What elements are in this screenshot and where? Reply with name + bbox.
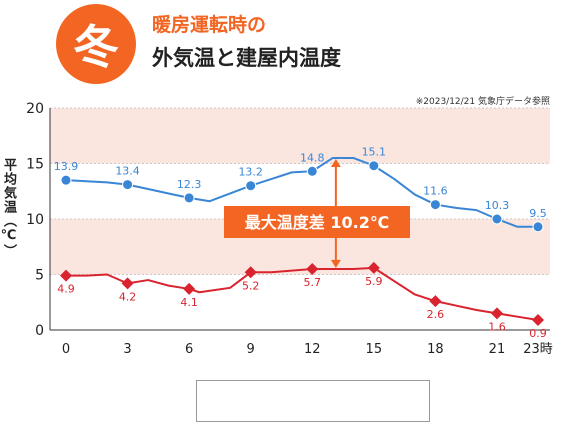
max-difference-label: 最大温度差 10.2℃ [245, 213, 389, 232]
data-point [60, 269, 72, 282]
data-label: 10.3 [485, 199, 510, 212]
data-point [183, 192, 195, 204]
x-tick-label: 0 [62, 342, 70, 357]
x-tick-label: 3 [123, 342, 131, 357]
data-label: 4.9 [57, 283, 75, 296]
max-difference-box [224, 206, 410, 238]
data-point [429, 295, 442, 308]
data-point [532, 221, 544, 233]
x-tick-label: 15 [366, 342, 383, 357]
data-point [121, 277, 134, 290]
data-point [490, 307, 503, 320]
difference-arrow-head-down [330, 259, 341, 268]
data-label: 11.6 [423, 185, 448, 198]
data-label: 4.2 [119, 290, 137, 303]
data-point [122, 179, 134, 191]
data-point [245, 180, 257, 192]
chart-title-line2: 外気温と建屋内温度 [152, 46, 341, 70]
legend [196, 380, 430, 422]
x-tick-label: 9 [247, 342, 255, 357]
data-point [491, 213, 503, 225]
data-label: 4.1 [180, 296, 198, 309]
y-axis-label: 平均気温（℃） [1, 158, 16, 258]
data-point [306, 262, 319, 275]
x-tick-label: 23時 [523, 342, 553, 357]
data-point [368, 160, 380, 172]
data-label: 2.6 [427, 308, 445, 321]
data-point [429, 199, 441, 211]
data-label: 0.9 [529, 327, 547, 340]
y-tick-label: 5 [35, 268, 44, 284]
series-line-outdoor [66, 266, 539, 321]
data-label: 12.3 [177, 178, 202, 191]
data-point [183, 282, 196, 295]
data-point [244, 266, 257, 279]
x-tick-label: 18 [427, 342, 444, 357]
data-point [367, 261, 380, 274]
data-label: 13.2 [238, 166, 263, 179]
data-label: 13.4 [115, 165, 140, 178]
x-tick-label: 21 [489, 342, 506, 357]
data-point [532, 314, 544, 327]
series-line-indoor [65, 156, 538, 228]
x-tick-label: 12 [304, 342, 321, 357]
data-label: 13.9 [54, 160, 79, 173]
band-15-20 [50, 108, 550, 164]
data-label: 9.5 [529, 207, 547, 220]
season-badge-text: 冬 [73, 20, 119, 74]
season-badge: 冬 [56, 4, 136, 84]
data-label: 5.9 [365, 275, 383, 288]
y-tick-label: 15 [26, 157, 44, 173]
y-tick-label: 20 [26, 101, 44, 117]
data-point [306, 165, 318, 177]
data-label: 5.2 [242, 279, 260, 292]
data-label: 5.7 [304, 276, 322, 289]
y-tick-label: 10 [26, 212, 44, 228]
chart-title-line1: 暖房運転時の [152, 14, 267, 36]
data-label: 15.1 [362, 146, 387, 159]
x-tick-label: 6 [185, 342, 193, 357]
difference-arrow-head-up [330, 159, 341, 168]
y-tick-label: 0 [35, 323, 44, 339]
data-source-note: ※2023/12/21 気象庁データ参照 [415, 97, 550, 107]
data-point [60, 174, 72, 186]
data-label: 14.8 [300, 151, 325, 164]
data-label: 1.6 [488, 320, 506, 333]
